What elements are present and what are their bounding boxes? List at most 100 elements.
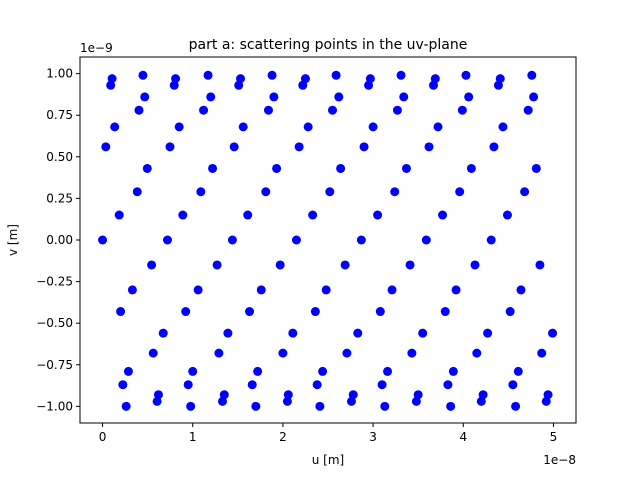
data-point-27 bbox=[181, 307, 191, 317]
data-point-97 bbox=[396, 70, 406, 80]
x-tick-label-0: 0 bbox=[99, 430, 107, 444]
data-point-41 bbox=[223, 328, 233, 338]
data-point-99 bbox=[401, 163, 411, 173]
data-point-139 bbox=[527, 70, 537, 80]
data-point-60 bbox=[282, 396, 292, 406]
data-point-80 bbox=[342, 348, 352, 358]
data-point-7 bbox=[118, 380, 128, 390]
data-point-49 bbox=[247, 380, 257, 390]
data-point-82 bbox=[348, 390, 358, 400]
data-point-68 bbox=[308, 210, 318, 220]
data-point-30 bbox=[188, 366, 198, 376]
data-point-33 bbox=[199, 105, 209, 115]
data-point-26 bbox=[178, 210, 188, 220]
data-point-16 bbox=[147, 260, 157, 270]
data-point-42 bbox=[227, 235, 237, 245]
data-point-38 bbox=[214, 348, 224, 358]
data-point-101 bbox=[407, 348, 417, 358]
data-point-57 bbox=[272, 163, 282, 173]
data-point-119 bbox=[464, 92, 474, 102]
data-point-15 bbox=[142, 163, 152, 173]
data-point-8 bbox=[121, 401, 131, 411]
data-point-120 bbox=[466, 163, 476, 173]
data-point-83 bbox=[353, 328, 363, 338]
y-axis: −1.00 −0.75 −0.50 −0.25 0.00 0.25 0.50 0.75 1.00 bbox=[36, 67, 80, 413]
data-point-21 bbox=[162, 235, 172, 245]
data-point-115 bbox=[451, 285, 461, 295]
data-point-52 bbox=[256, 285, 266, 295]
data-point-126 bbox=[486, 235, 496, 245]
data-point-69 bbox=[310, 307, 320, 317]
chart-title: part a: scattering points in the uv-plan… bbox=[189, 37, 468, 53]
data-point-145 bbox=[543, 390, 553, 400]
data-point-5 bbox=[114, 210, 124, 220]
data-point-113 bbox=[446, 401, 456, 411]
x-axis-label: u [m] bbox=[312, 453, 344, 467]
data-point-58 bbox=[275, 260, 285, 270]
data-point-129 bbox=[495, 74, 505, 84]
data-point-135 bbox=[513, 366, 523, 376]
data-point-55 bbox=[267, 70, 277, 80]
y-offset-label: 1e−9 bbox=[80, 41, 113, 55]
data-point-67 bbox=[303, 122, 313, 132]
data-point-118 bbox=[461, 70, 471, 80]
data-point-40 bbox=[219, 390, 229, 400]
data-point-11 bbox=[132, 187, 142, 197]
data-point-142 bbox=[535, 260, 545, 270]
y-tick-label-5: 0.25 bbox=[46, 191, 73, 205]
x-offset-label: 1e−8 bbox=[543, 453, 576, 467]
data-point-51 bbox=[253, 366, 263, 376]
data-point-143 bbox=[537, 348, 547, 358]
x-tick-label-3: 3 bbox=[369, 430, 377, 444]
x-axis: 0 1 2 3 4 5 bbox=[99, 423, 558, 444]
data-point-17 bbox=[148, 348, 158, 358]
data-point-12 bbox=[134, 105, 144, 115]
y-tick-label-8: 1.00 bbox=[46, 67, 73, 81]
data-point-137 bbox=[520, 187, 530, 197]
data-point-70 bbox=[312, 380, 322, 390]
data-point-136 bbox=[516, 285, 526, 295]
y-tick-label-7: 0.75 bbox=[46, 108, 73, 122]
data-point-75 bbox=[328, 105, 338, 115]
data-point-121 bbox=[470, 260, 480, 270]
data-point-1 bbox=[101, 142, 111, 152]
data-point-132 bbox=[505, 307, 515, 317]
data-point-4 bbox=[110, 122, 120, 132]
data-point-146 bbox=[548, 328, 558, 338]
x-tick-label-5: 5 bbox=[550, 430, 558, 444]
data-point-24 bbox=[171, 74, 181, 84]
data-point-94 bbox=[387, 285, 397, 295]
data-point-59 bbox=[278, 348, 288, 358]
data-point-20 bbox=[158, 328, 168, 338]
y-tick-label-3: −0.25 bbox=[36, 275, 73, 289]
data-point-87 bbox=[365, 74, 375, 84]
data-point-96 bbox=[392, 105, 402, 115]
data-point-130 bbox=[498, 122, 508, 132]
data-point-105 bbox=[421, 235, 431, 245]
data-point-14 bbox=[140, 92, 150, 102]
data-point-78 bbox=[336, 163, 346, 173]
data-point-124 bbox=[478, 390, 488, 400]
data-point-48 bbox=[245, 307, 255, 317]
x-tick-label-4: 4 bbox=[459, 430, 467, 444]
data-point-134 bbox=[511, 401, 521, 411]
data-point-90 bbox=[375, 307, 385, 317]
data-point-76 bbox=[331, 70, 341, 80]
data-point-93 bbox=[383, 366, 393, 376]
data-point-85 bbox=[359, 142, 369, 152]
data-point-110 bbox=[438, 210, 448, 220]
data-point-56 bbox=[269, 92, 279, 102]
data-point-89 bbox=[373, 210, 383, 220]
data-point-133 bbox=[508, 380, 518, 390]
data-point-112 bbox=[443, 380, 453, 390]
data-point-36 bbox=[208, 163, 218, 173]
data-point-25 bbox=[174, 122, 184, 132]
data-point-34 bbox=[203, 70, 213, 80]
data-point-92 bbox=[380, 401, 390, 411]
data-point-10 bbox=[127, 285, 137, 295]
data-point-140 bbox=[529, 92, 539, 102]
data-point-103 bbox=[413, 390, 423, 400]
y-tick-label-6: 0.50 bbox=[46, 150, 73, 164]
data-point-37 bbox=[212, 260, 222, 270]
